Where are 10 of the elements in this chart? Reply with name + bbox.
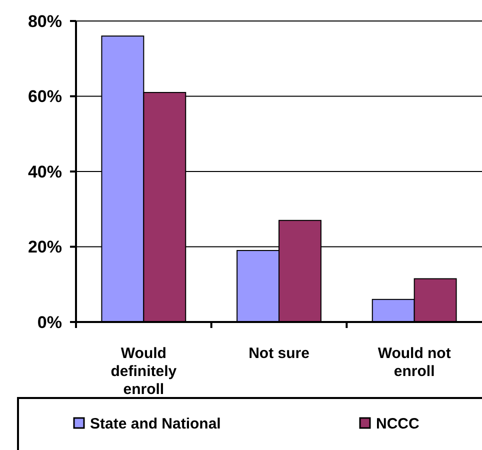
x-tick-label: Would definitely enroll [110,345,178,398]
y-tick-label: 0% [37,312,62,332]
y-tick-label: 60% [28,87,62,106]
legend-label: State and National [90,415,221,432]
x-tick-label: Not sure [248,345,310,362]
y-tick-label: 20% [28,238,62,257]
y-tick-label: 40% [28,162,62,182]
legend-label: NCCC [376,415,420,432]
y-tick-label: 80% [28,12,62,31]
x-tick-label: Would not enroll [378,345,451,380]
